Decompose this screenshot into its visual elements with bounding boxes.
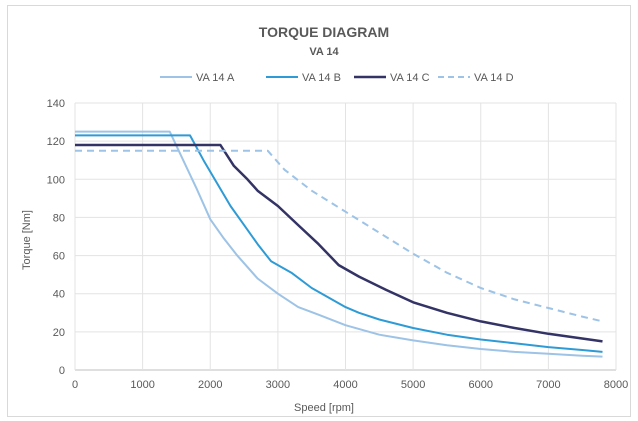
y-tick-label: 40 (53, 289, 65, 301)
series-line-4 (75, 149, 603, 323)
x-tick-label: 4000 (333, 379, 357, 391)
x-tick-label: 5000 (401, 379, 425, 391)
x-axis-ticks: 0 1000 2000 3000 4000 5000 6000 7000 8000 (72, 379, 628, 391)
series-line-2 (75, 134, 603, 353)
y-tick-label: 120 (47, 136, 65, 148)
y-tick-label: 60 (53, 251, 65, 263)
x-tick-label: 1000 (130, 379, 154, 391)
chart-frame: TORQUE DIAGRAM VA 14 0 1000 2000 3000 4000 50… (7, 5, 631, 417)
legend-label-2: VA 14 B (302, 72, 341, 84)
x-axis-label: Speed [rpm] (294, 402, 354, 414)
series-line-1 (75, 130, 603, 358)
y-tick-label: 0 (59, 365, 65, 377)
chart-title: TORQUE DIAGRAM (259, 24, 389, 40)
legend-label-1: VA 14 A (196, 72, 235, 84)
x-tick-label: 6000 (469, 379, 493, 391)
x-tick-label: 2000 (198, 379, 222, 391)
legend-label-4: VA 14 D (474, 72, 514, 84)
x-tick-label: 0 (72, 379, 78, 391)
y-axis-ticks: 0 20 40 60 80 100 120 140 (47, 98, 65, 377)
series-lines (75, 130, 603, 358)
x-tick-label: 3000 (266, 379, 290, 391)
series-line-3 (75, 143, 603, 343)
chart-subtitle: VA 14 (309, 46, 339, 58)
torque-chart: TORQUE DIAGRAM VA 14 0 1000 2000 3000 4000 50… (21, 24, 628, 414)
y-tick-label: 80 (53, 212, 65, 224)
y-axis-label: Torque [Nm] (21, 210, 33, 270)
grid (74, 102, 617, 371)
x-tick-label: 7000 (536, 379, 560, 391)
y-tick-label: 140 (47, 98, 65, 110)
legend: VA 14 A VA 14 B VA 14 C VA 14 D (160, 72, 514, 84)
x-tick-label: 8000 (604, 379, 628, 391)
y-tick-label: 100 (47, 174, 65, 186)
y-tick-label: 20 (53, 327, 65, 339)
legend-label-3: VA 14 C (390, 72, 430, 84)
